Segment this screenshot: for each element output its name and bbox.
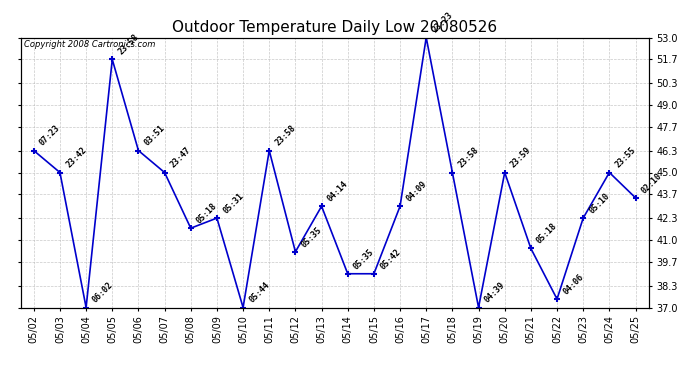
Text: 23:47: 23:47 [169,146,193,170]
Text: 04:09: 04:09 [404,179,428,204]
Text: 23:42: 23:42 [64,146,88,170]
Text: 05:31: 05:31 [221,191,245,215]
Title: Outdoor Temperature Daily Low 20080526: Outdoor Temperature Daily Low 20080526 [172,20,497,35]
Text: 03:51: 03:51 [143,124,167,148]
Text: 02:10: 02:10 [640,171,664,195]
Text: 05:18: 05:18 [535,222,559,246]
Text: 23:58: 23:58 [117,33,141,57]
Text: 05:35: 05:35 [352,247,376,271]
Text: 05:10: 05:10 [587,191,611,215]
Text: 23:58: 23:58 [457,146,481,170]
Text: 05:44: 05:44 [247,280,271,305]
Text: 04:39: 04:39 [483,280,506,305]
Text: 23:59: 23:59 [509,146,533,170]
Text: 04:06: 04:06 [561,272,585,296]
Text: Copyright 2008 Cartronics.com: Copyright 2008 Cartronics.com [24,40,155,49]
Text: 23:55: 23:55 [613,146,638,170]
Text: 06:02: 06:02 [90,280,115,305]
Text: 05:35: 05:35 [299,225,324,249]
Text: 23:58: 23:58 [273,124,297,148]
Text: 05:42: 05:42 [378,247,402,271]
Text: 04:14: 04:14 [326,179,350,204]
Text: 07:23: 07:23 [38,124,62,148]
Text: 05:18: 05:18 [195,201,219,225]
Text: 23:23: 23:23 [431,10,455,35]
